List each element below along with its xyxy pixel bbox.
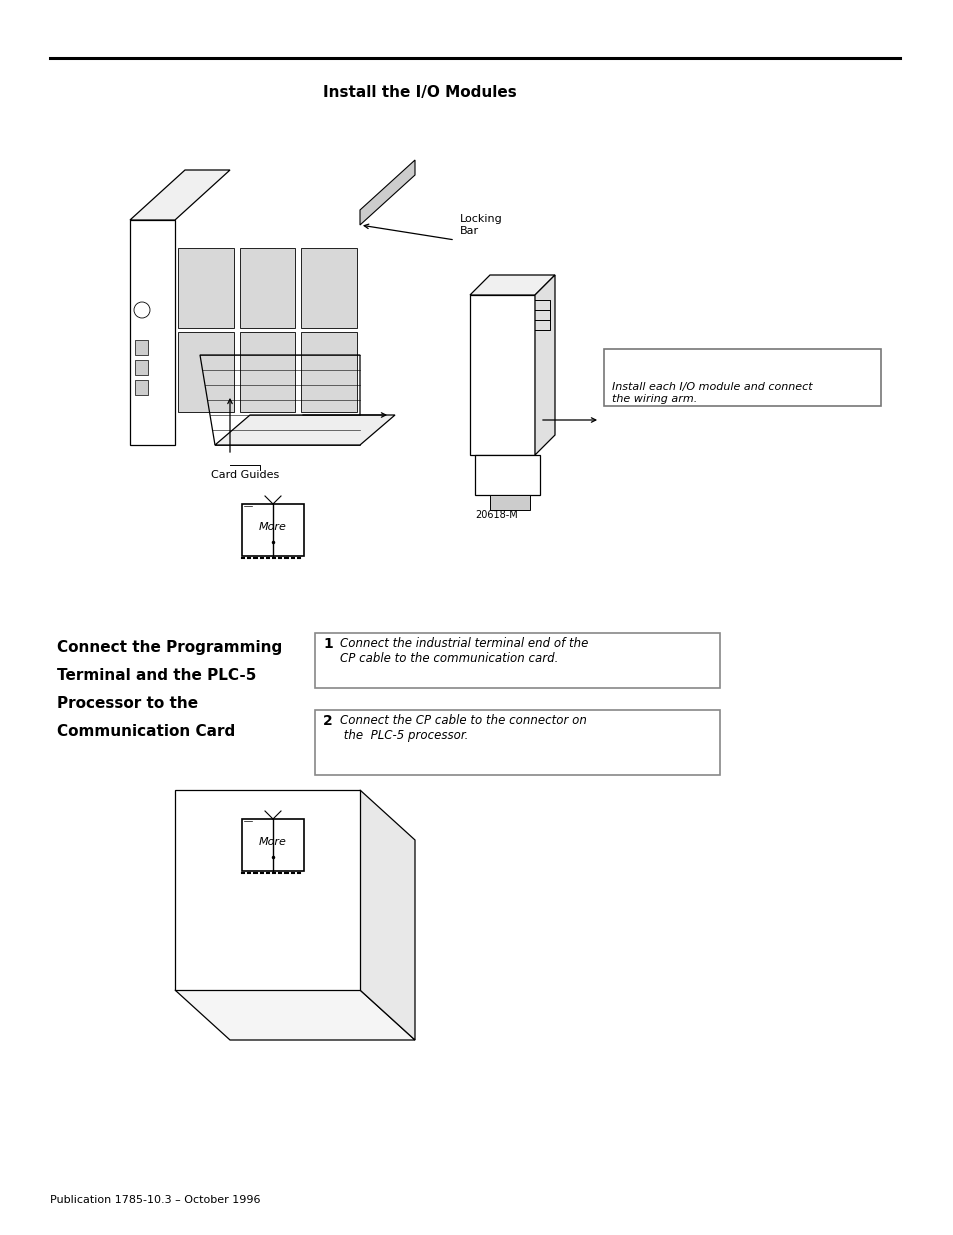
Text: 1: 1 (323, 637, 333, 651)
Polygon shape (470, 275, 555, 295)
Text: More: More (259, 522, 287, 532)
Polygon shape (301, 332, 356, 412)
Text: Communication Card: Communication Card (57, 724, 235, 739)
Text: Processor to the: Processor to the (57, 697, 198, 711)
Text: Locking
Bar: Locking Bar (459, 214, 502, 236)
Polygon shape (214, 415, 395, 445)
Bar (242, 504, 304, 556)
Polygon shape (239, 248, 295, 329)
Polygon shape (301, 248, 356, 329)
Polygon shape (359, 161, 415, 225)
Text: Install each I/O module and connect
the wiring arm.: Install each I/O module and connect the … (612, 382, 812, 404)
Polygon shape (490, 495, 530, 510)
Text: 20618-M: 20618-M (475, 510, 517, 520)
Text: Connect the CP cable to the connector on
 the  PLC-5 processor.: Connect the CP cable to the connector on… (339, 714, 586, 742)
Polygon shape (178, 332, 233, 412)
Bar (314, 710, 720, 776)
Polygon shape (359, 790, 415, 1040)
Polygon shape (135, 380, 148, 395)
Polygon shape (535, 275, 555, 454)
Polygon shape (470, 295, 535, 454)
Text: Terminal and the PLC-5: Terminal and the PLC-5 (57, 668, 256, 683)
Polygon shape (135, 359, 148, 375)
Polygon shape (174, 790, 359, 990)
Text: Card Guides: Card Guides (211, 471, 279, 480)
Polygon shape (130, 220, 174, 445)
Text: Publication 1785-10.3 – October 1996: Publication 1785-10.3 – October 1996 (50, 1195, 260, 1205)
Bar (242, 819, 304, 871)
Polygon shape (178, 248, 233, 329)
Polygon shape (130, 170, 230, 220)
Polygon shape (475, 454, 539, 495)
Text: Install the I/O Modules: Install the I/O Modules (323, 85, 517, 100)
FancyBboxPatch shape (603, 350, 880, 406)
Polygon shape (239, 332, 295, 412)
Text: Connect the industrial terminal end of the
CP cable to the communication card.: Connect the industrial terminal end of t… (339, 637, 588, 664)
Text: 2: 2 (323, 714, 333, 727)
Text: Connect the Programming: Connect the Programming (57, 640, 282, 655)
Bar (314, 634, 720, 688)
Polygon shape (135, 340, 148, 354)
Text: More: More (259, 837, 287, 847)
Polygon shape (174, 990, 415, 1040)
